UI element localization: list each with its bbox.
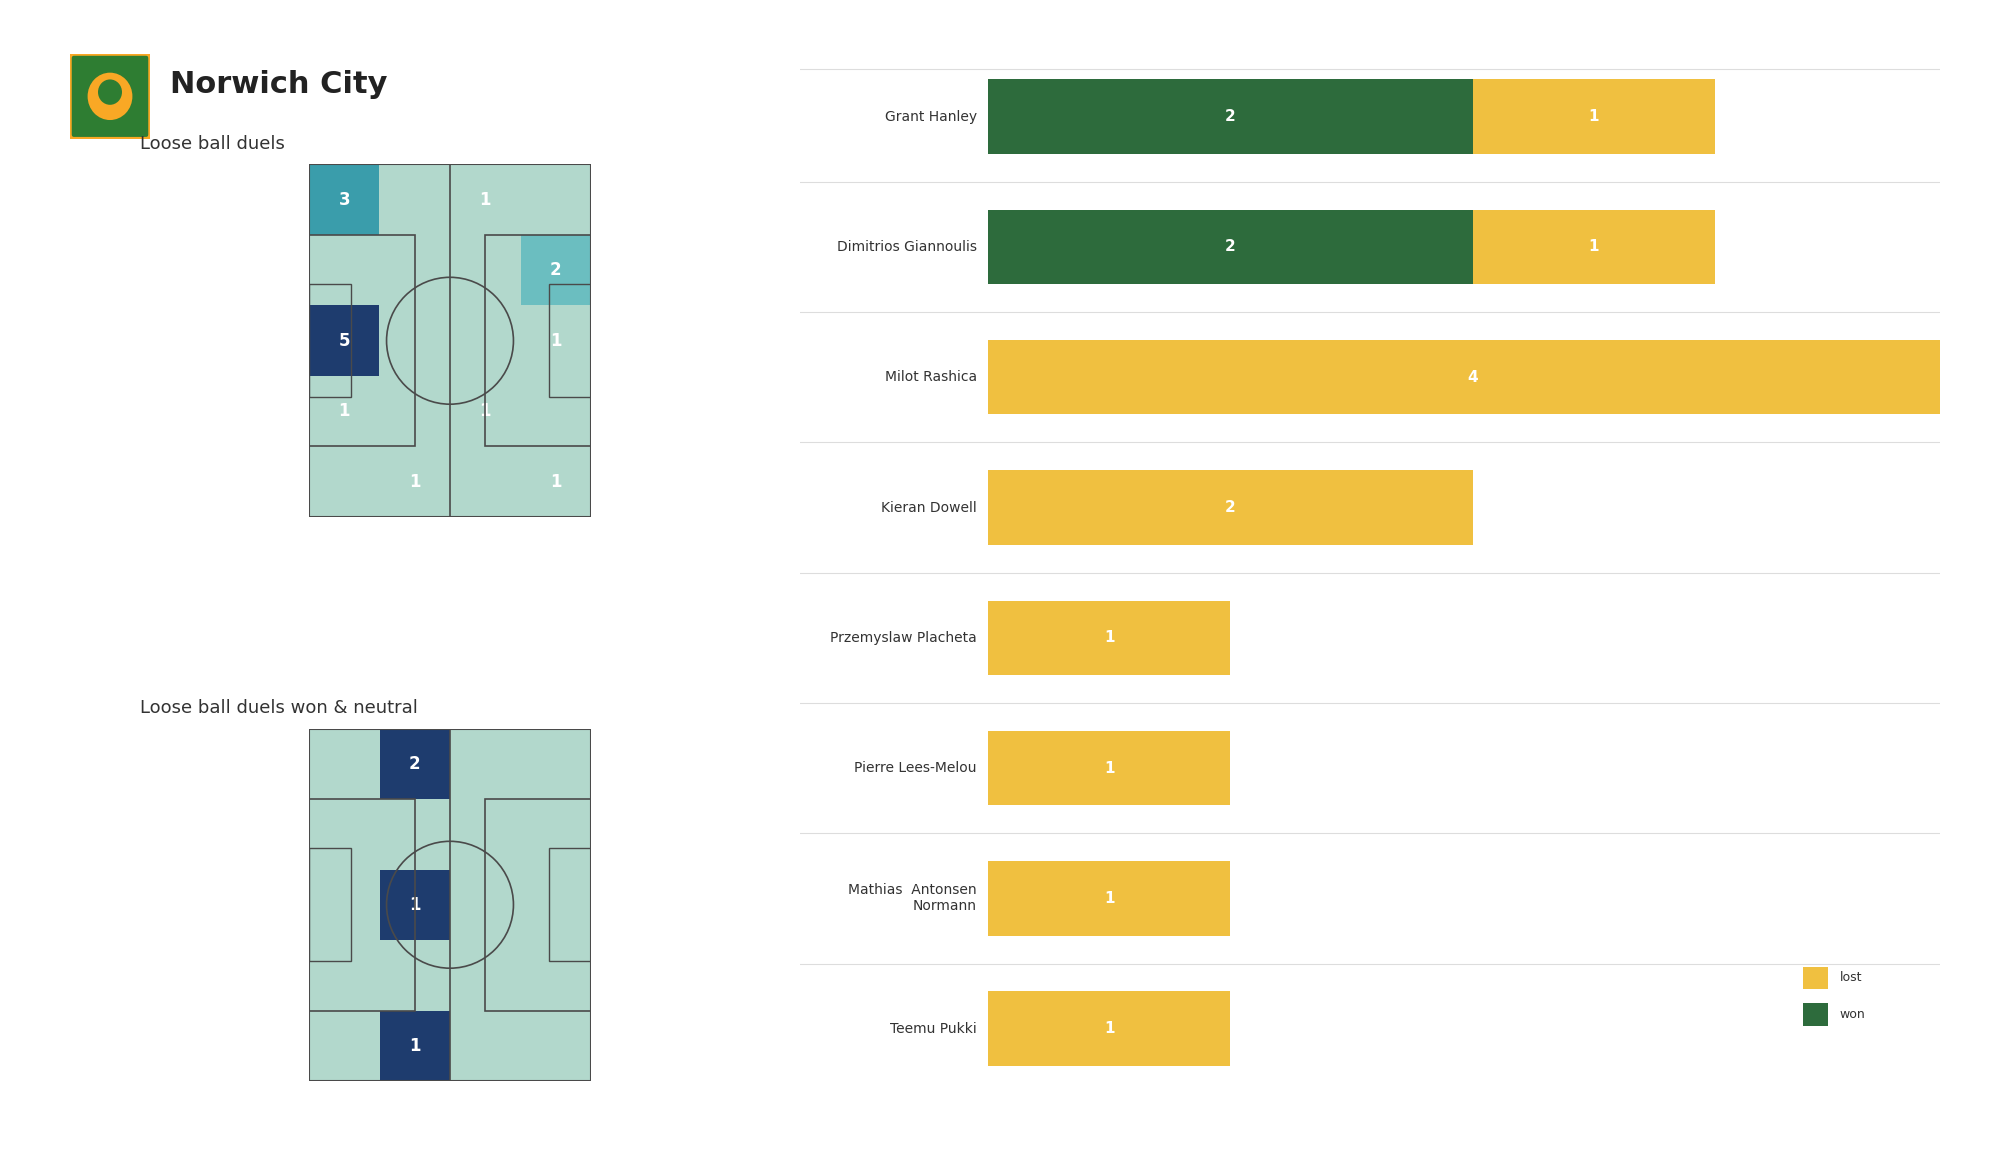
Bar — [1472, 209, 1714, 284]
Bar — [310, 799, 414, 1010]
Bar — [1804, 1002, 1828, 1026]
Bar — [308, 446, 380, 517]
Bar — [988, 80, 1472, 154]
Bar — [450, 728, 520, 799]
Text: Kieran Dowell: Kieran Dowell — [880, 501, 976, 515]
Bar — [308, 376, 380, 446]
Text: 1: 1 — [1104, 630, 1114, 645]
Bar — [548, 284, 592, 397]
Text: 2: 2 — [1224, 240, 1236, 255]
Bar — [548, 848, 592, 961]
Text: 1: 1 — [410, 1036, 420, 1055]
Text: Loose ball duels won & neutral: Loose ball duels won & neutral — [140, 699, 418, 717]
Bar — [520, 376, 592, 446]
Text: 5: 5 — [338, 331, 350, 350]
Text: 1: 1 — [410, 895, 420, 914]
Text: Milot Rashica: Milot Rashica — [884, 370, 976, 384]
FancyBboxPatch shape — [70, 54, 150, 139]
Bar — [450, 940, 520, 1010]
Text: 1: 1 — [1588, 109, 1598, 125]
Bar — [520, 165, 592, 235]
Text: 2: 2 — [408, 754, 420, 773]
Text: lost: lost — [1840, 972, 1862, 985]
Text: 1: 1 — [338, 402, 350, 421]
Bar — [310, 799, 380, 870]
Bar — [310, 728, 380, 799]
Text: Przemyslaw Placheta: Przemyslaw Placheta — [830, 631, 976, 645]
Text: 1: 1 — [550, 472, 562, 491]
Bar — [450, 165, 520, 235]
Bar — [308, 165, 380, 235]
Text: Dimitrios Giannoulis: Dimitrios Giannoulis — [836, 240, 976, 254]
Bar — [988, 992, 1230, 1066]
Bar — [310, 870, 380, 940]
Bar — [380, 870, 450, 940]
Text: 2: 2 — [1224, 109, 1236, 125]
Bar — [988, 209, 1472, 284]
Text: 1: 1 — [480, 190, 492, 209]
Text: Loose ball duels: Loose ball duels — [140, 135, 284, 153]
Bar — [450, 446, 520, 517]
Text: 1: 1 — [1104, 760, 1114, 776]
Bar — [380, 799, 450, 870]
Text: 4: 4 — [1468, 370, 1478, 384]
Bar — [310, 1010, 380, 1081]
Bar — [310, 940, 380, 1010]
Bar — [450, 799, 520, 870]
Bar — [520, 870, 592, 940]
Text: 1: 1 — [550, 331, 562, 350]
Bar — [486, 799, 592, 1010]
Text: Pierre Lees-Melou: Pierre Lees-Melou — [854, 761, 976, 776]
Bar — [450, 1010, 520, 1081]
Bar — [520, 446, 592, 517]
Bar — [1472, 80, 1714, 154]
Text: 1: 1 — [1588, 240, 1598, 255]
Bar — [380, 446, 450, 517]
Text: 1: 1 — [1104, 891, 1114, 906]
Text: Teemu Pukki: Teemu Pukki — [890, 1021, 976, 1035]
Text: 2: 2 — [1224, 501, 1236, 515]
Bar — [308, 235, 414, 446]
Bar — [380, 940, 450, 1010]
Text: won: won — [1840, 1008, 1866, 1021]
Bar — [450, 870, 520, 940]
Circle shape — [98, 80, 122, 105]
Bar — [520, 799, 592, 870]
Bar — [380, 165, 450, 235]
Text: 1: 1 — [480, 402, 492, 421]
Bar — [520, 1010, 592, 1081]
Bar — [520, 235, 592, 306]
Bar — [486, 235, 592, 446]
Text: Norwich City: Norwich City — [170, 70, 388, 99]
Text: 2: 2 — [550, 261, 562, 280]
Bar — [988, 470, 1472, 545]
Bar — [988, 600, 1230, 674]
Bar — [450, 376, 520, 446]
Bar — [380, 376, 450, 446]
Bar — [450, 235, 520, 306]
Bar — [520, 728, 592, 799]
Bar — [308, 306, 380, 376]
Bar — [988, 861, 1230, 935]
Bar — [380, 1010, 450, 1081]
Circle shape — [88, 73, 132, 120]
Text: Grant Hanley: Grant Hanley — [884, 109, 976, 123]
Bar — [380, 235, 450, 306]
Bar — [520, 940, 592, 1010]
Bar — [988, 340, 1958, 415]
Bar — [380, 728, 450, 799]
Bar — [380, 306, 450, 376]
Text: 1: 1 — [410, 472, 420, 491]
Bar — [520, 306, 592, 376]
Bar — [310, 848, 352, 961]
Bar — [308, 284, 352, 397]
Bar — [450, 306, 520, 376]
Text: 3: 3 — [338, 190, 350, 209]
Text: 1: 1 — [1104, 1021, 1114, 1036]
Bar — [1804, 967, 1828, 989]
Bar — [988, 731, 1230, 805]
Text: Mathias  Antonsen
Normann: Mathias Antonsen Normann — [848, 884, 976, 913]
Bar — [308, 235, 380, 306]
